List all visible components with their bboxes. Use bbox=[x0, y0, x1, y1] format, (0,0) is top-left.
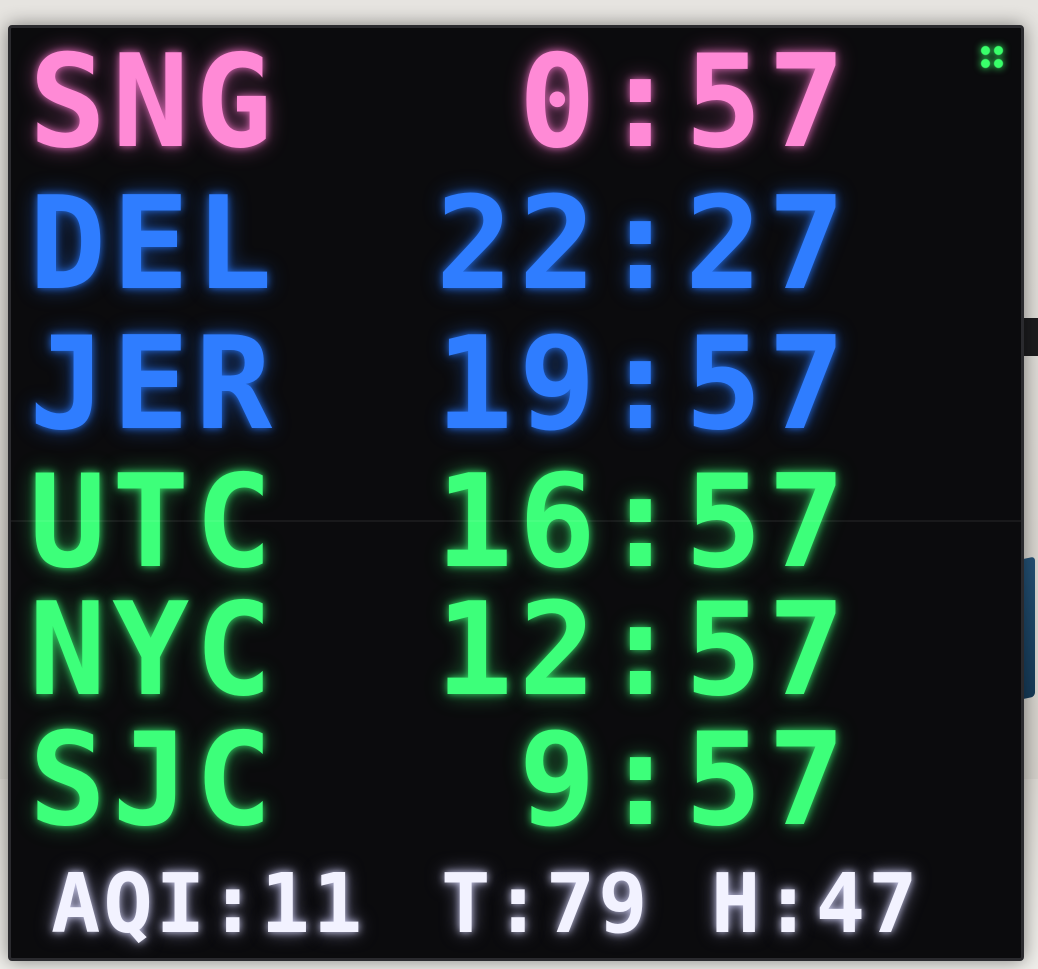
clock-row-jer: JER 19:57 bbox=[11, 320, 1021, 450]
sensor-readout: AQI:11 T:79 H:47 bbox=[11, 860, 1021, 950]
city-time: 16:57 bbox=[435, 448, 851, 597]
clock-row-nyc: NYC 12:57 bbox=[11, 586, 1021, 716]
city-label: SNG bbox=[29, 28, 279, 177]
city-time: 12:57 bbox=[435, 576, 851, 725]
humidity-readout: H:47 bbox=[711, 857, 921, 952]
temperature-readout: T:79 bbox=[441, 857, 651, 952]
city-label: DEL bbox=[29, 170, 279, 319]
clock-row-sng: SNG 0:57 bbox=[11, 38, 1021, 168]
city-label: SJC bbox=[29, 706, 279, 855]
aqi-readout: AQI:11 bbox=[51, 857, 366, 952]
city-time: 0:57 bbox=[435, 28, 851, 177]
city-time: 9:57 bbox=[435, 706, 851, 855]
clock-row-sjc: SJC 9:57 bbox=[11, 716, 1021, 846]
clock-row-del: DEL 22:27 bbox=[11, 180, 1021, 310]
status-indicator-icon bbox=[979, 44, 1005, 70]
city-label: JER bbox=[29, 310, 279, 459]
clock-row-utc: UTC 16:57 bbox=[11, 458, 1021, 588]
city-time: 22:27 bbox=[435, 170, 851, 319]
led-matrix-panel: SNG 0:57 DEL 22:27 JER 19:57 UTC 16:57 N… bbox=[8, 25, 1024, 961]
city-label: UTC bbox=[29, 448, 279, 597]
city-label: NYC bbox=[29, 576, 279, 725]
city-time: 19:57 bbox=[435, 310, 851, 459]
